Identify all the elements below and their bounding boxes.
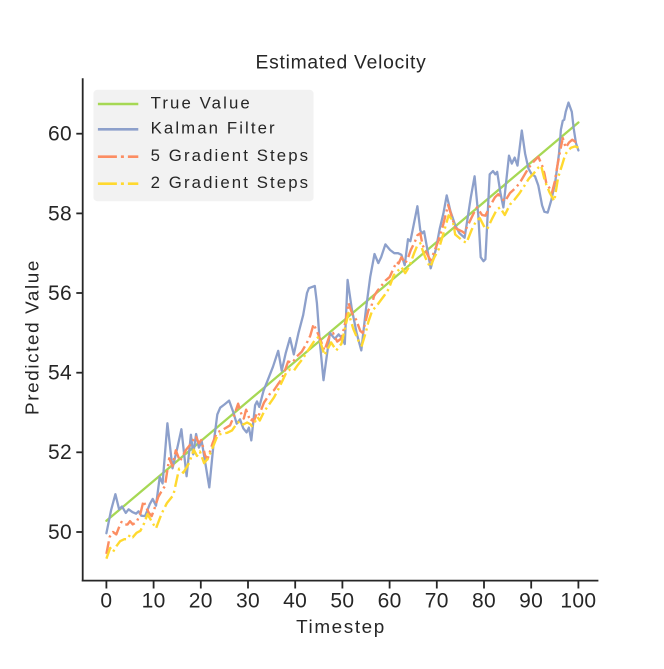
svg-text:52: 52 (48, 441, 72, 464)
svg-text:56: 56 (48, 282, 72, 305)
svg-text:2 Gradient Steps: 2 Gradient Steps (151, 173, 311, 192)
svg-text:60: 60 (48, 123, 72, 146)
svg-text:Estimated Velocity: Estimated Velocity (255, 53, 426, 74)
svg-text:Predicted Value: Predicted Value (23, 259, 44, 415)
svg-text:Timestep: Timestep (296, 617, 386, 638)
svg-text:90: 90 (519, 590, 543, 613)
svg-text:True Value: True Value (151, 93, 252, 112)
svg-text:60: 60 (378, 590, 402, 613)
svg-text:50: 50 (330, 590, 354, 613)
svg-text:10: 10 (142, 590, 166, 613)
svg-text:54: 54 (48, 362, 72, 385)
svg-text:58: 58 (48, 202, 72, 225)
svg-text:30: 30 (236, 590, 260, 613)
svg-text:100: 100 (560, 590, 596, 613)
svg-text:70: 70 (425, 590, 449, 613)
svg-text:40: 40 (283, 590, 307, 613)
svg-text:0: 0 (100, 590, 112, 613)
svg-text:20: 20 (189, 590, 213, 613)
svg-text:Kalman Filter: Kalman Filter (151, 119, 277, 138)
svg-text:5 Gradient Steps: 5 Gradient Steps (151, 146, 311, 165)
svg-text:80: 80 (472, 590, 496, 613)
svg-text:50: 50 (48, 521, 72, 544)
